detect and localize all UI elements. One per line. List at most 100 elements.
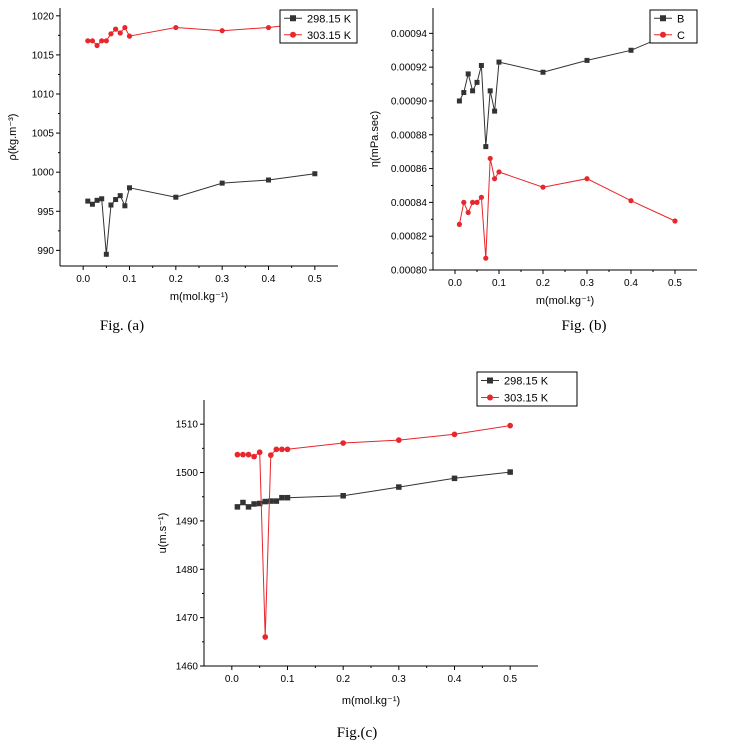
data-point xyxy=(628,47,634,53)
series-1 xyxy=(234,469,513,510)
x-tick-label: 0.5 xyxy=(308,274,322,285)
x-tick-label: 0.4 xyxy=(448,674,462,685)
data-point xyxy=(234,504,241,510)
data-point xyxy=(267,452,274,458)
data-point xyxy=(628,198,634,204)
y-axis-label: η(mPa.sec) xyxy=(369,111,381,167)
chart-viscosity: 0.0 0.1 0.2 0.3 0.4 0.5 0.00080 0.00082 0.00084 0… xyxy=(369,8,698,307)
y-tick-label: 0.00080 xyxy=(391,266,428,277)
y-tick-label: 1490 xyxy=(176,516,199,527)
data-point xyxy=(265,24,272,31)
y-tick-label: 990 xyxy=(37,246,54,257)
data-point xyxy=(340,493,346,499)
data-point xyxy=(456,221,462,227)
data-point xyxy=(99,196,105,202)
data-point xyxy=(487,88,493,94)
y-tick-label: 0.00084 xyxy=(391,198,428,209)
x-tick-label: 0.0 xyxy=(448,278,462,289)
data-point xyxy=(395,437,402,443)
x-tick-label: 0.2 xyxy=(536,278,550,289)
data-point xyxy=(340,440,347,446)
chart-density: 0.0 0.1 0.2 0.3 0.4 0.5 990 995 1000 1005 1010 1015… xyxy=(7,8,358,303)
series-line xyxy=(458,158,676,259)
x-tick-label: 0.2 xyxy=(336,674,350,685)
legend-swatch-marker xyxy=(290,15,296,22)
x-tick-label: 0.3 xyxy=(215,274,229,285)
caption-fig-c: Fig.(c) xyxy=(337,725,377,741)
y-axis-label: u(m.s⁻¹) xyxy=(157,513,169,554)
data-point xyxy=(496,59,502,65)
y-tick-label: 0.00094 xyxy=(391,29,428,40)
data-point xyxy=(584,57,590,63)
data-point xyxy=(89,38,96,44)
data-point xyxy=(474,199,480,205)
y-tick-label: 1500 xyxy=(176,468,199,479)
data-point xyxy=(89,201,95,207)
data-point xyxy=(284,494,291,501)
y-tick-label: 0.00086 xyxy=(391,164,428,175)
legend-swatch-marker xyxy=(660,31,666,38)
data-point xyxy=(126,33,133,39)
data-point xyxy=(103,251,109,257)
series-2 xyxy=(456,155,678,261)
y-tick-label: 0.00090 xyxy=(391,96,428,107)
data-point xyxy=(240,451,246,458)
data-point xyxy=(461,90,467,96)
legend-box xyxy=(476,371,578,407)
data-point xyxy=(470,88,476,94)
data-point xyxy=(266,177,271,183)
data-point xyxy=(478,194,484,200)
data-point xyxy=(492,176,498,182)
data-point xyxy=(461,199,467,205)
data-point xyxy=(117,193,123,199)
y-tick-label: 1470 xyxy=(176,613,199,624)
data-point xyxy=(262,498,268,505)
legend-label: 303.15 K xyxy=(307,30,352,42)
data-point xyxy=(113,197,119,203)
data-point xyxy=(85,38,91,44)
legend-swatch-marker xyxy=(487,394,493,401)
data-point xyxy=(279,446,285,453)
data-point xyxy=(487,155,493,162)
data-point xyxy=(474,79,480,85)
caption-fig-a: Fig. (a) xyxy=(100,318,144,334)
y-tick-label: 1015 xyxy=(32,50,55,61)
data-point xyxy=(451,431,458,438)
data-point xyxy=(127,185,132,191)
x-tick-label: 0.1 xyxy=(123,274,137,285)
legend: 298.15 K 303.15 K xyxy=(279,9,358,44)
data-point xyxy=(262,634,269,640)
data-point xyxy=(94,42,100,49)
data-point xyxy=(219,180,225,186)
data-point xyxy=(99,38,105,44)
x-tick-label: 0.1 xyxy=(281,674,295,685)
y-tick-label: 1010 xyxy=(32,90,55,101)
data-point xyxy=(122,24,128,31)
legend-swatch-marker xyxy=(660,15,666,22)
y-tick-label: 1460 xyxy=(176,662,199,673)
data-point xyxy=(113,26,119,32)
caption-fig-b: Fig. (b) xyxy=(562,318,607,334)
data-point xyxy=(312,171,318,177)
data-point xyxy=(273,446,280,453)
data-point xyxy=(456,98,462,104)
data-point xyxy=(108,31,114,37)
data-point xyxy=(245,451,252,458)
data-point xyxy=(496,169,502,175)
data-point xyxy=(268,498,274,504)
x-tick-label: 0.1 xyxy=(492,278,506,289)
data-point xyxy=(173,24,179,31)
series-2 xyxy=(234,422,514,640)
data-point xyxy=(465,209,471,216)
legend-box xyxy=(649,9,698,44)
legend-label: B xyxy=(677,13,684,25)
y-tick-label: 1480 xyxy=(176,565,199,576)
y-tick-label: 995 xyxy=(37,207,54,218)
series-line xyxy=(237,425,511,638)
data-point xyxy=(507,422,514,429)
data-point xyxy=(483,255,489,261)
data-point xyxy=(219,28,225,34)
data-point xyxy=(256,449,263,456)
legend-label: C xyxy=(677,30,685,42)
x-tick-label: 0.4 xyxy=(624,278,638,289)
